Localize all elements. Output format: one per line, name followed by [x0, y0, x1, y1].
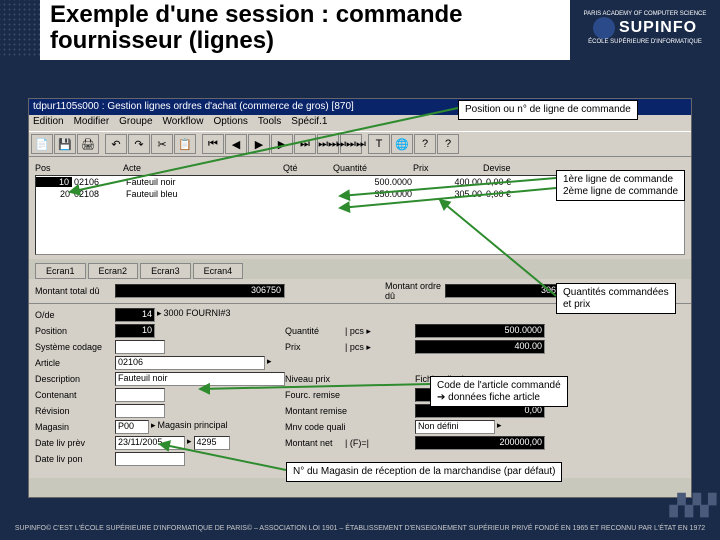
toolbar: 📄 💾 🖨 ↶ ↷ ✂ 📋 ⏮ ◀ ▶ ▶ ⏭ ⏭⏭ ⏭⏭⏭ T 🌐 ? ? [29, 131, 691, 157]
total-du-value: 306750 [115, 284, 285, 298]
callout-qty-price: Quantités commandées et prix [556, 283, 676, 314]
new-icon[interactable]: 📄 [31, 134, 53, 154]
prix-label: Prix [285, 342, 345, 352]
globe-icon[interactable]: 🌐 [391, 134, 413, 154]
tab-ecran3[interactable]: Ecran3 [140, 263, 191, 279]
menu-workflow[interactable]: Workflow [163, 116, 204, 130]
callout-article: Code de l'article commandé ➔ données fic… [430, 376, 568, 407]
slide-footer: SUPINFO© C'EST L'ÉCOLE SUPÉRIEURE D'INFO… [0, 522, 720, 540]
tabs: Ecran1 Ecran2 Ecran3 Ecran4 [35, 263, 691, 279]
oid-field[interactable]: 14 [115, 308, 155, 322]
next2-icon[interactable]: ▶ [271, 134, 293, 154]
mtnet-field[interactable]: 200000,00 [415, 436, 545, 450]
first-icon[interactable]: ⏮ [202, 134, 224, 154]
dateliv-field[interactable]: 23/11/2005 [115, 436, 185, 450]
help1-icon[interactable]: ? [414, 134, 436, 154]
slide-title: Exemple d'une session : commande fournis… [40, 0, 570, 60]
magasin-label: Magasin [35, 422, 115, 432]
menu-modifier[interactable]: Modifier [74, 116, 110, 130]
globe-icon [593, 17, 615, 39]
position-field[interactable]: 10 [115, 324, 155, 338]
text-icon[interactable]: T [368, 134, 390, 154]
article-field[interactable]: 02106 [115, 356, 265, 370]
description-label: Description [35, 374, 115, 384]
fourc-label: Fourc. remise [285, 390, 345, 400]
paste-icon[interactable]: 📋 [174, 134, 196, 154]
datelivpon-label: Date liv pon [35, 454, 115, 464]
total-du-label: Montant total dû [35, 286, 115, 296]
corner-accent: ▞▞▞ [670, 493, 716, 518]
prev-icon[interactable]: ◀ [225, 134, 247, 154]
datelivpon-field[interactable] [115, 452, 185, 466]
niveau-label: Niveau prix [285, 374, 345, 384]
contenant-label: Contenant [35, 390, 115, 400]
last3-icon[interactable]: ⏭⏭⏭ [340, 134, 362, 154]
menu-options[interactable]: Options [213, 116, 247, 130]
ordre-du-label: Montant ordre dû [385, 281, 445, 301]
tab-ecran2[interactable]: Ecran2 [88, 263, 139, 279]
oid-label: O/de [35, 310, 115, 320]
header-dots [0, 0, 40, 56]
print-icon[interactable]: 🖨 [77, 134, 99, 154]
next-icon[interactable]: ▶ [248, 134, 270, 154]
save-icon[interactable]: 💾 [54, 134, 76, 154]
adef-field[interactable]: Non défini [415, 420, 495, 434]
description-field[interactable]: Fauteuil noir [115, 372, 285, 386]
redo-icon[interactable]: ↷ [128, 134, 150, 154]
article-label: Article [35, 358, 115, 368]
prix-field[interactable]: 400.00 [415, 340, 545, 354]
qte-label: Quantité [285, 326, 345, 336]
revision-label: Révision [35, 406, 115, 416]
tab-ecran1[interactable]: Ecran1 [35, 263, 86, 279]
syscodage-label: Système codage [35, 342, 115, 352]
slide-header: Exemple d'une session : commande fournis… [0, 0, 720, 56]
mvt-label: Mnv code quali [285, 422, 345, 432]
qte-field[interactable]: 500.0000 [415, 324, 545, 338]
supinfo-logo: PARIS ACADEMY OF COMPUTER SCIENCE SUPINF… [570, 0, 720, 56]
callout-magasin: N° du Magasin de réception de la marchan… [286, 462, 562, 482]
detail-form: O/de 14▸3000 FOURNI#3 Position 10 Quanti… [29, 303, 691, 478]
undo-icon[interactable]: ↶ [105, 134, 127, 154]
montant-label: Montant remise [285, 406, 345, 416]
help2-icon[interactable]: ? [437, 134, 459, 154]
last-icon[interactable]: ⏭ [294, 134, 316, 154]
menu-edition[interactable]: Edition [33, 116, 64, 130]
menu-tools[interactable]: Tools [258, 116, 281, 130]
callout-lines: 1ère ligne de commande 2ème ligne de com… [556, 170, 685, 201]
dateliv-label: Date liv prèv [35, 438, 115, 448]
contenant-field[interactable] [115, 388, 165, 402]
cut-icon[interactable]: ✂ [151, 134, 173, 154]
position-label: Position [35, 326, 115, 336]
syscodage-field[interactable] [115, 340, 165, 354]
magasin-field[interactable]: P00 [115, 420, 149, 434]
mtnet-label: Montant net [285, 438, 345, 448]
menu-groupe[interactable]: Groupe [119, 116, 152, 130]
revision-field[interactable] [115, 404, 165, 418]
menu-specif[interactable]: Spécif.1 [291, 116, 327, 130]
callout-position: Position ou n° de ligne de commande [458, 100, 638, 120]
tab-ecran4[interactable]: Ecran4 [193, 263, 244, 279]
